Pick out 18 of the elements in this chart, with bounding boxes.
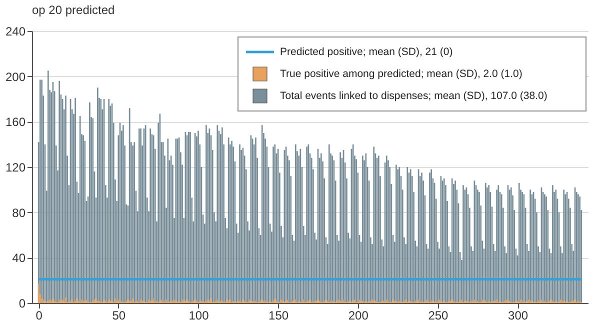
x-tick-label: 50 (112, 308, 126, 322)
chart-title: op 20 predicted (32, 3, 115, 17)
x-tick-label: 100 (188, 308, 210, 322)
x-tick-label: 250 (428, 308, 449, 322)
y-tick-label: 80 (12, 206, 26, 220)
y-tick-label: 200 (5, 70, 26, 84)
x-tick-label: 300 (508, 308, 528, 322)
x-tick-label: 200 (348, 308, 369, 322)
x-tick-label: 150 (268, 308, 289, 322)
y-tick-label: 160 (5, 115, 26, 130)
y-tick-label: 240 (5, 24, 26, 38)
legend-label: Predicted positive; mean (SD), 21 (0) (280, 46, 453, 58)
y-tick-label: 120 (5, 160, 26, 174)
legend-label: Total events linked to dispenses; mean (SD), 107.0 (38.0) (280, 90, 548, 102)
legend-label: True positive among predicted; mean (SD), 2.0 (1.0) (280, 68, 522, 80)
y-tick-label: 40 (12, 251, 26, 266)
y-tick-label: 0 (18, 296, 26, 310)
x-tick-label: 0 (36, 308, 43, 322)
